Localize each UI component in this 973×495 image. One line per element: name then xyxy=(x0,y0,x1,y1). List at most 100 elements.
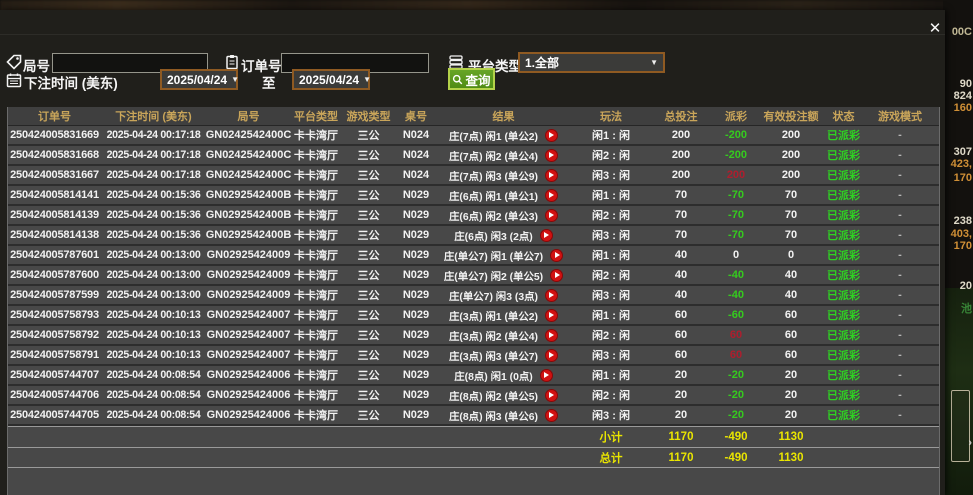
replay-play-icon[interactable] xyxy=(550,248,564,262)
search-button-label: 查询 xyxy=(465,73,491,88)
cell-game-mode: - xyxy=(898,209,902,221)
cell-total-bet: 60 xyxy=(674,309,688,321)
cell-round-no: GN02925424007 xyxy=(206,329,291,341)
cell-status: 已派彩 xyxy=(827,170,860,182)
table-row[interactable]: 250424005758792 2025-04-24 00:10:13 GN0292… xyxy=(8,326,939,346)
replay-play-icon[interactable] xyxy=(550,268,564,282)
header-payout: 派彩 xyxy=(725,111,747,123)
table-row[interactable]: 250424005814141 2025-04-24 00:15:36 GN0292… xyxy=(8,186,939,206)
cell-total-bet: 60 xyxy=(674,349,688,361)
replay-play-icon[interactable] xyxy=(544,288,558,302)
table-row[interactable]: 250424005744707 2025-04-24 00:08:54 GN0292… xyxy=(8,366,939,386)
cell-order-no: 250424005831668 xyxy=(10,149,99,161)
cell-payout: 60 xyxy=(729,349,743,361)
table-empty-area xyxy=(8,468,939,495)
cell-bet-time: 2025-04-24 00:08:54 xyxy=(106,369,201,381)
cell-table-no: N029 xyxy=(402,289,430,301)
table-row[interactable]: 250424005787599 2025-04-24 00:13:00 GN0292… xyxy=(8,286,939,306)
table-row[interactable]: 250424005758791 2025-04-24 00:10:13 GN0292… xyxy=(8,346,939,366)
cell-table-no: N024 xyxy=(402,129,430,141)
cell-round-no: GN02925424009 xyxy=(206,249,291,261)
cell-valid-bet: 200 xyxy=(781,129,801,141)
cell-bet-time: 2025-04-24 00:13:00 xyxy=(106,249,201,261)
table-row[interactable]: 250424005787600 2025-04-24 00:13:00 GN0292… xyxy=(8,266,939,286)
cell-platform-type: 卡卡湾厅 xyxy=(294,270,338,282)
result-text: 庄(7点) 闲1 (单公2) xyxy=(449,131,538,143)
cell-game-mode: - xyxy=(898,329,902,341)
result-text: 庄(7点) 闲2 (单公4) xyxy=(449,151,538,163)
background-fragment: 403, xyxy=(950,228,972,240)
cell-payout: -20 xyxy=(728,409,744,421)
cell-play-type: 闲1 : 闲 xyxy=(592,190,630,202)
cell-total-bet: 20 xyxy=(674,389,688,401)
table-row[interactable]: 250424005831669 2025-04-24 00:17:18 GN0242… xyxy=(8,126,939,146)
replay-play-icon[interactable] xyxy=(539,368,553,382)
cell-valid-bet: 40 xyxy=(784,289,798,301)
search-button[interactable]: 查询 xyxy=(448,68,495,90)
subtotal-payout: -490 xyxy=(724,431,748,443)
cell-valid-bet: 20 xyxy=(784,369,798,381)
table-row[interactable]: 250424005831668 2025-04-24 00:17:18 GN0242… xyxy=(8,146,939,166)
replay-play-icon[interactable] xyxy=(544,128,558,142)
cell-payout: -60 xyxy=(728,309,744,321)
result-text: 庄(单公7) 闲3 (3点) xyxy=(449,291,538,303)
subtotal-valid-bet: 1130 xyxy=(778,431,804,443)
background-fragment: 238 xyxy=(953,215,972,227)
cell-game-type: 三公 xyxy=(357,270,380,282)
cell-game-type: 三公 xyxy=(357,150,380,162)
replay-play-icon[interactable] xyxy=(539,228,553,242)
table-row[interactable]: 250424005758793 2025-04-24 00:10:13 GN0292… xyxy=(8,306,939,326)
date-from-select[interactable]: 2025/04/24 ▼ xyxy=(160,69,239,90)
cell-game-type: 三公 xyxy=(357,370,380,382)
order-no-input[interactable] xyxy=(281,53,429,73)
replay-play-icon[interactable] xyxy=(544,168,558,182)
cell-valid-bet: 60 xyxy=(784,309,798,321)
subtotal-row: 小计 1170 -490 1130 xyxy=(8,426,939,447)
cell-play-type: 闲1 : 闲 xyxy=(592,370,630,382)
table-row[interactable]: 250424005787601 2025-04-24 00:13:00 GN0292… xyxy=(8,246,939,266)
cell-bet-time: 2025-04-24 00:15:36 xyxy=(106,229,201,241)
calendar-icon xyxy=(6,72,22,88)
result-text: 庄(3点) 闲2 (单公4) xyxy=(449,331,538,343)
cell-order-no: 250424005744707 xyxy=(10,369,99,381)
replay-play-icon[interactable] xyxy=(544,188,558,202)
replay-play-icon[interactable] xyxy=(544,328,558,342)
cell-status: 已派彩 xyxy=(827,250,860,262)
cell-game-type: 三公 xyxy=(357,250,380,262)
cell-order-no: 250424005787601 xyxy=(10,249,99,261)
close-icon[interactable]: ✕ xyxy=(928,20,942,37)
platform-type-dropdown[interactable]: 1.全部 ▼ xyxy=(518,52,665,73)
table-row[interactable]: 250424005744705 2025-04-24 00:08:54 GN0292… xyxy=(8,406,939,426)
background-fragment: › xyxy=(968,437,972,449)
cell-order-no: 250424005758792 xyxy=(10,329,99,341)
subtotal-total-bet: 1170 xyxy=(668,431,694,443)
cell-bet-time: 2025-04-24 00:10:13 xyxy=(106,309,201,321)
cell-order-no: 250424005744705 xyxy=(10,409,99,421)
replay-play-icon[interactable] xyxy=(544,408,558,422)
cell-game-mode: - xyxy=(898,409,902,421)
cell-game-mode: - xyxy=(898,249,902,261)
table-row[interactable]: 250424005744706 2025-04-24 00:08:54 GN0292… xyxy=(8,386,939,406)
round-no-input[interactable] xyxy=(52,53,208,73)
replay-play-icon[interactable] xyxy=(544,348,558,362)
table-row[interactable]: 250424005814139 2025-04-24 00:15:36 GN0292… xyxy=(8,206,939,226)
cell-platform-type: 卡卡湾厅 xyxy=(294,370,338,382)
replay-play-icon[interactable] xyxy=(544,388,558,402)
cell-result: 庄(3点) 闲3 (单公7) xyxy=(436,346,571,364)
table-row[interactable]: 250424005814138 2025-04-24 00:15:36 GN0292… xyxy=(8,226,939,246)
replay-play-icon[interactable] xyxy=(544,208,558,222)
background-fragment: 160 xyxy=(953,102,972,114)
replay-play-icon[interactable] xyxy=(544,308,558,322)
cell-status: 已派彩 xyxy=(827,150,860,162)
date-to-select[interactable]: 2025/04/24 ▼ xyxy=(292,69,371,90)
header-platform-type: 平台类型 xyxy=(294,111,338,123)
replay-play-icon[interactable] xyxy=(544,148,558,162)
cell-order-no: 250424005831669 xyxy=(10,129,99,141)
table-row[interactable]: 250424005831667 2025-04-24 00:17:18 GN0242… xyxy=(8,166,939,186)
cell-table-no: N029 xyxy=(402,409,430,421)
cell-round-no: GN0242542400C xyxy=(206,169,291,181)
chevron-down-icon: ▼ xyxy=(650,58,658,67)
cell-game-mode: - xyxy=(898,289,902,301)
cell-play-type: 闲2 : 闲 xyxy=(592,390,630,402)
cell-valid-bet: 70 xyxy=(784,229,798,241)
